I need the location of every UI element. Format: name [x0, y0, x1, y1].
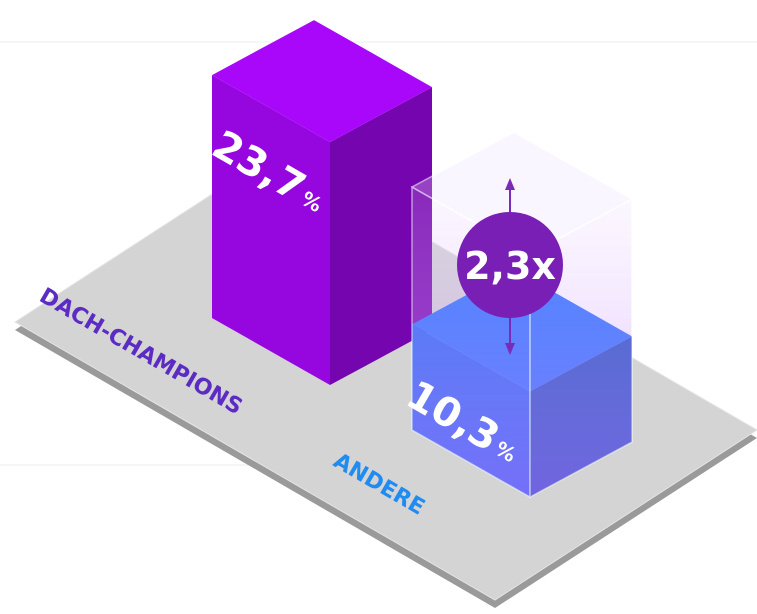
- chart: 23,7%10,3%DACH-CHAMPIONSANDERE2,3x: [0, 0, 757, 614]
- ratio-annotation: 2,3x: [464, 244, 556, 288]
